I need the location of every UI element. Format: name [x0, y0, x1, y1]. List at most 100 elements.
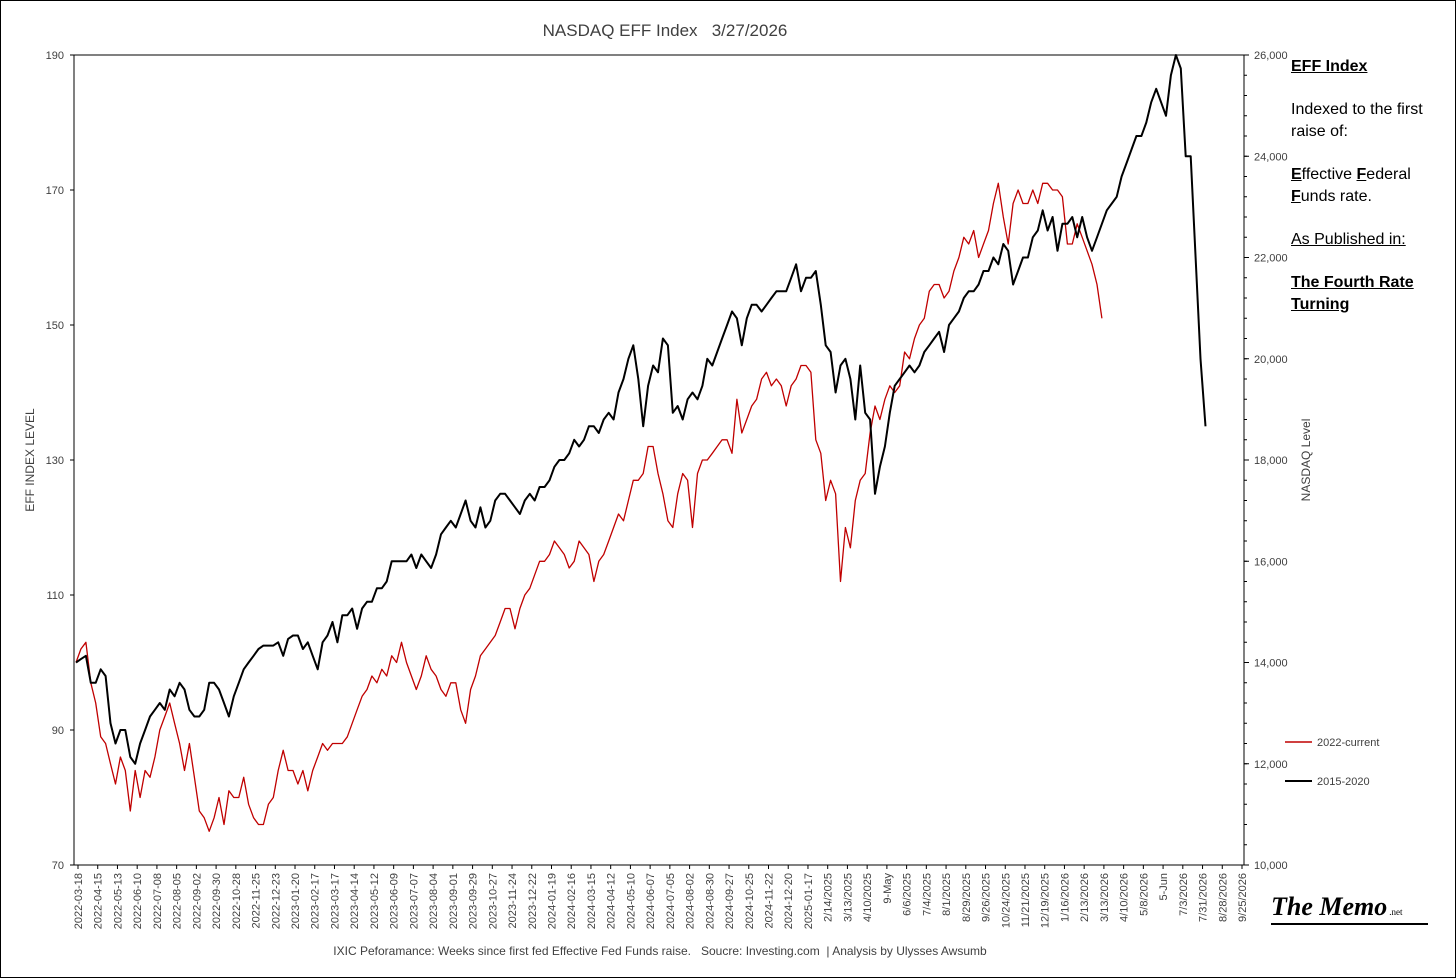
y2-tick-label: 22,000: [1254, 253, 1288, 265]
x-tick-label: 2024-03-15: [586, 873, 598, 929]
side-panel: EFF Index Indexed to the first raise of:…: [1291, 56, 1456, 337]
y-axis-ticks: 70 90 110 130 150 170 190: [46, 50, 74, 872]
side-publication: The Fourth Rate Turning: [1291, 274, 1414, 313]
x-tick-label: 8/1/2025: [941, 873, 953, 916]
x-tick-label: 2024-06-07: [645, 873, 657, 929]
brand-name: The Memo: [1271, 892, 1388, 921]
x-tick-label: 2024-10-25: [744, 873, 756, 929]
x-tick-label: 2022-06-10: [132, 873, 144, 929]
brand-logo: The Memo .net: [1271, 892, 1428, 925]
x-tick-label: 2023-07-07: [408, 873, 420, 929]
x-tick-label: 2023-03-17: [329, 873, 341, 929]
x-tick-label: 3/13/2025: [842, 873, 854, 922]
y-tick-label: 90: [52, 725, 64, 737]
y2-tick-label: 16,000: [1254, 556, 1288, 568]
x-tick-label: 7/3/2026: [1178, 873, 1190, 916]
x-tick-label: 7/31/2026: [1198, 873, 1210, 922]
x-tick-label: 6/6/2025: [902, 873, 914, 916]
y-tick-label: 150: [46, 320, 64, 332]
eff-letter-f: F: [1356, 166, 1367, 183]
y-tick-label: 170: [46, 185, 64, 197]
x-tick-label: 2024-02-16: [566, 873, 578, 929]
x-tick-label: 2023-06-09: [389, 873, 401, 929]
x-tick-label: 2/14/2025: [823, 873, 835, 922]
x-tick-label: 9-May: [882, 873, 894, 904]
x-tick-label: 8/29/2025: [961, 873, 973, 922]
x-tick-label: 2022-11-25: [251, 873, 263, 928]
y2-tick-label: 14,000: [1254, 658, 1288, 670]
eff-word-1: ffective: [1301, 166, 1357, 183]
y-axis-label: EFF INDEX LEVEL: [23, 408, 37, 512]
x-tick-label: 2022-07-08: [152, 873, 164, 929]
x-tick-label: 2023-09-01: [448, 873, 460, 929]
y2-tick-label: 24,000: [1254, 151, 1288, 163]
series-line-2015-2020: [75, 54, 1207, 765]
y2-tick-label: 18,000: [1254, 455, 1288, 467]
x-tick-label: 2024-08-02: [685, 873, 697, 929]
x-tick-label: 2024-11-22: [764, 873, 776, 928]
x-tick-label: 2023-02-17: [310, 873, 322, 929]
x-tick-label: 12/19/2025: [1040, 873, 1052, 928]
x-tick-label: 2024-08-30: [704, 873, 716, 929]
side-indexed-text: Indexed to the first raise of:: [1291, 101, 1423, 140]
x-tick-label: 2022-03-18: [73, 873, 85, 929]
x-tick-label: 5/8/2026: [1138, 873, 1150, 916]
legend-label-2022: 2022-current: [1317, 737, 1379, 749]
x-tick-label: 7/4/2025: [921, 873, 933, 916]
x-tick-label: 2022-04-15: [93, 873, 105, 929]
x-tick-label: 2/13/2026: [1079, 873, 1091, 922]
x-tick-label: 2024-05-10: [625, 873, 637, 929]
x-tick-label: 10/24/2025: [1000, 873, 1012, 928]
x-tick-label: 8/28/2026: [1217, 873, 1229, 922]
y2-axis-ticks: 10,000 12,000 14,000 16,000 18,000 20,000 22,0…: [1244, 50, 1288, 872]
y2-tick-label: 10,000: [1254, 860, 1288, 872]
brand-suffix: .net: [1389, 907, 1403, 917]
x-tick-label: 2023-09-29: [468, 873, 480, 929]
x-tick-label: 2022-05-13: [112, 873, 124, 929]
x-tick-label: 9/25/2026: [1237, 873, 1249, 922]
chart-title: NASDAQ EFF Index 3/27/2026: [543, 21, 788, 40]
side-heading: EFF Index: [1291, 58, 1368, 75]
x-tick-label: 3/13/2026: [1099, 873, 1111, 922]
brand-underline: [1271, 923, 1428, 925]
y2-tick-label: 26,000: [1254, 50, 1288, 62]
side-published-label: As Published in:: [1291, 231, 1406, 248]
y2-tick-label: 20,000: [1254, 354, 1288, 366]
y-tick-label: 110: [46, 590, 64, 602]
x-tick-label: 2025-01-17: [803, 873, 815, 929]
side-eff-definition: Effective Federal Funds rate.: [1291, 164, 1456, 208]
x-tick-label: 2024-07-05: [665, 873, 677, 929]
x-tick-label: 4/10/2025: [862, 873, 874, 922]
x-tick-label: 2024-04-12: [606, 873, 618, 929]
x-tick-label: 2023-04-14: [349, 873, 361, 929]
x-axis-caption: IXIC Peforamance: Weeks since first fed …: [333, 944, 987, 958]
x-tick-label: 2022-09-02: [191, 873, 203, 929]
x-tick-label: 5-Jun: [1158, 873, 1170, 901]
x-tick-label: 2023-05-12: [369, 873, 381, 929]
legend-label-2015: 2015-2020: [1317, 776, 1370, 788]
y2-tick-label: 12,000: [1254, 759, 1288, 771]
eff-letter-f2: F: [1291, 188, 1301, 205]
x-tick-label: 2022-10-28: [231, 873, 243, 929]
x-tick-label: 1/16/2026: [1059, 873, 1071, 922]
x-axis-ticks: 2022-03-18 2022-04-15 2022-05-13 2022-06-10…: [73, 865, 1249, 929]
eff-word-2: ederal: [1366, 166, 1411, 183]
x-tick-label: 2022-12-23: [270, 873, 282, 929]
x-tick-label: 2022-08-05: [172, 873, 184, 929]
eff-word-3: unds rate.: [1300, 188, 1372, 205]
x-tick-label: 2023-08-04: [428, 873, 440, 929]
legend: 2022-current 2015-2020: [1285, 737, 1379, 788]
x-tick-label: 2023-01-20: [290, 873, 302, 929]
series-line-2022-current: [75, 182, 1103, 832]
y2-axis-label: NASDAQ Level: [1299, 419, 1313, 502]
x-tick-label: 2024-09-27: [724, 873, 736, 929]
series-layer: [75, 54, 1207, 832]
y-tick-label: 130: [46, 455, 64, 467]
y-tick-label: 70: [52, 860, 64, 872]
y-tick-label: 190: [46, 50, 64, 62]
x-tick-label: 2023-10-27: [487, 873, 499, 929]
x-tick-label: 11/21/2025: [1020, 873, 1032, 927]
x-tick-label: 2024-01-19: [546, 873, 558, 929]
